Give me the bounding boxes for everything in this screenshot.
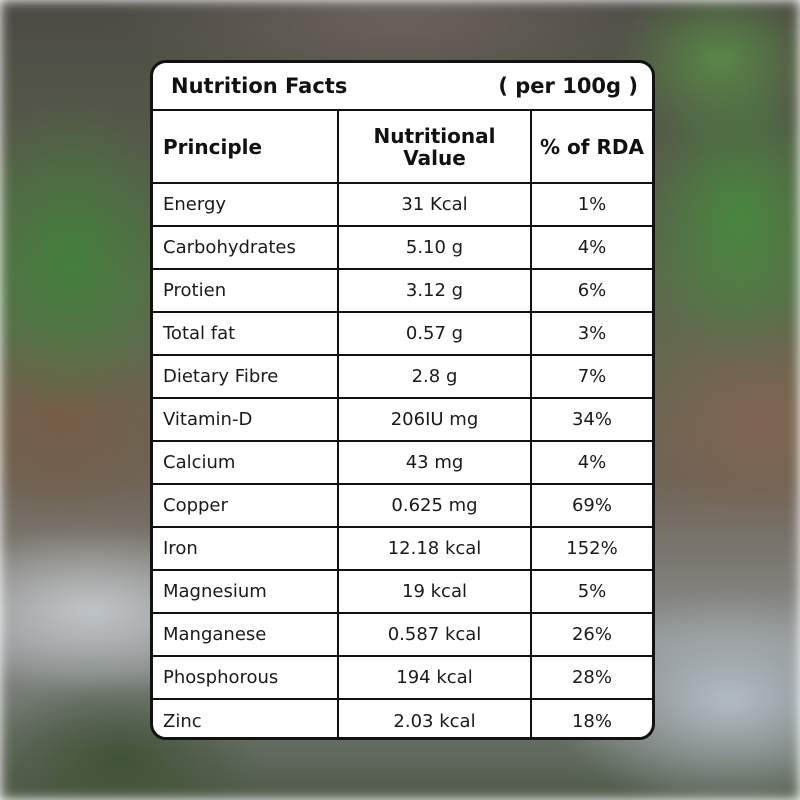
row-principle: Energy [153,183,339,227]
nutrition-facts-card: Nutrition Facts ( per 100g ) Principle N… [150,60,655,740]
row-rda-percent: 4% [531,226,652,270]
table-row: Vitamin-D 206IU mg 34% [153,398,652,442]
table-row: Calcium 43 mg 4% [153,441,652,485]
row-principle: Protien [153,269,339,313]
row-rda-percent: 5% [531,570,652,614]
row-principle: Zinc [153,699,339,737]
row-nutritional-value: 194 kcal [338,656,532,700]
table-row: Energy 31 Kcal 1% [153,183,652,227]
table-row: Zinc 2.03 kcal 18% [153,699,652,737]
row-nutritional-value: 5.10 g [338,226,532,270]
table-row: Copper 0.625 mg 69% [153,484,652,528]
row-rda-percent: 1% [531,183,652,227]
row-nutritional-value: 12.18 kcal [338,527,532,571]
serving-size-label: ( per 100g ) [498,74,638,98]
row-principle: Calcium [153,441,339,485]
table-row: Phosphorous 194 kcal 28% [153,656,652,700]
nutrition-table: Principle Nutritional Value % of RDA Ene… [153,111,652,737]
row-rda-percent: 26% [531,613,652,657]
row-nutritional-value: 2.03 kcal [338,699,532,737]
table-row: Total fat 0.57 g 3% [153,312,652,356]
row-rda-percent: 18% [571,710,612,732]
row-rda-percent: 4% [531,441,652,485]
row-nutritional-value: 0.587 kcal [338,613,532,657]
column-header-rda: % of RDA [531,111,652,184]
row-principle: Total fat [153,312,339,356]
row-principle: Copper [153,484,339,528]
row-principle: Iron [153,527,339,571]
table-row: Carbohydrates 5.10 g 4% [153,226,652,270]
row-nutritional-value: 0.625 mg [338,484,532,528]
table-row: Dietary Fibre 2.8 g 7% [153,355,652,399]
table-header-row: Principle Nutritional Value % of RDA [153,111,652,184]
table-row: Magnesium 19 kcal 5% [153,570,652,614]
row-nutritional-value: 206IU mg [338,398,532,442]
row-principle: Carbohydrates [153,226,339,270]
row-nutritional-value: 2.8 g [338,355,532,399]
card-title: Nutrition Facts [171,74,348,98]
row-rda-percent: 28% [531,656,652,700]
row-principle: Dietary Fibre [153,355,339,399]
table-row: Manganese 0.587 kcal 26% [153,613,652,657]
row-rda-percent: 34% [531,398,652,442]
row-principle: Manganese [153,613,339,657]
card-header: Nutrition Facts ( per 100g ) [153,63,652,111]
row-rda-percent: 69% [531,484,652,528]
row-principle: Magnesium [153,570,339,614]
row-rda-percent: 7% [531,355,652,399]
row-nutritional-value: 31 Kcal [338,183,532,227]
table-row: Protien 3.12 g 6% [153,269,652,313]
row-rda-percent: 152% [531,527,652,571]
column-header-principle: Principle [153,111,339,184]
row-nutritional-value: 43 mg [338,441,532,485]
row-nutritional-value: 3.12 g [338,269,532,313]
row-rda-percent: 3% [531,312,652,356]
row-principle: Vitamin-D [153,398,339,442]
row-nutritional-value: 19 kcal [338,570,532,614]
column-header-nutritional-value-text: Nutritional Value [373,123,496,170]
row-rda-percent: 6% [531,269,652,313]
table-row: Iron 12.18 kcal 152% [153,527,652,571]
row-nutritional-value: 0.57 g [338,312,532,356]
column-header-nutritional-value: Nutritional Value [338,111,532,184]
row-principle: Phosphorous [153,656,339,700]
